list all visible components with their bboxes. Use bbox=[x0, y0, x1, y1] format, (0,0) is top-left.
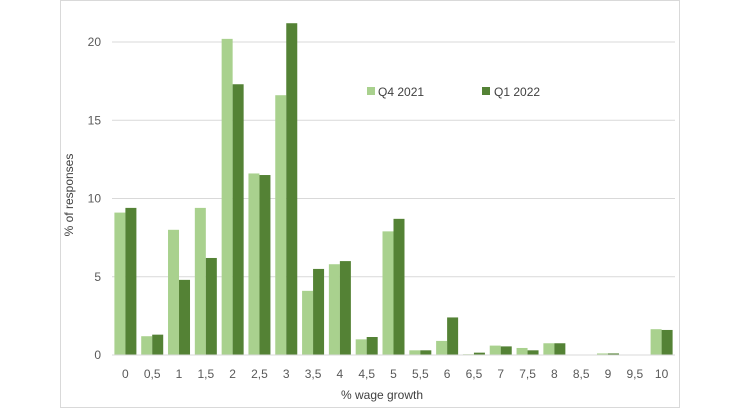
x-tick-label: 0 bbox=[122, 367, 129, 381]
y-tick-label: 10 bbox=[88, 192, 102, 206]
bar-q1-2022 bbox=[179, 279, 191, 355]
bar-q1-2022 bbox=[339, 261, 351, 355]
x-tick-label: 4,5 bbox=[358, 367, 375, 381]
x-tick-label: 2,5 bbox=[251, 367, 268, 381]
bar-q4-2021 bbox=[194, 207, 206, 355]
bar-q1-2022 bbox=[205, 257, 217, 355]
x-tick-label: 5 bbox=[390, 367, 397, 381]
x-tick-label: 1 bbox=[176, 367, 183, 381]
bar-q4-2021 bbox=[382, 231, 394, 356]
bar-q1-2022 bbox=[554, 343, 566, 355]
bar-q1-2022 bbox=[125, 207, 137, 355]
bar-q4-2021 bbox=[650, 329, 662, 355]
bar-q4-2021 bbox=[436, 340, 448, 356]
x-tick-label: 3 bbox=[283, 367, 290, 381]
legend-label-q1-2022: Q1 2022 bbox=[494, 85, 540, 99]
bar-q1-2022 bbox=[366, 337, 378, 355]
bar-q1-2022 bbox=[313, 268, 325, 356]
bar-q4-2021 bbox=[248, 173, 260, 355]
bar-q1-2022 bbox=[393, 218, 405, 355]
y-tick-label: 20 bbox=[88, 35, 102, 49]
legend-label-q4-2021: Q4 2021 bbox=[378, 85, 424, 99]
y-axis-title: % of responses bbox=[62, 154, 76, 237]
bar-q1-2022 bbox=[152, 334, 164, 355]
bar-q1-2022 bbox=[473, 352, 485, 355]
x-tick-label: 1,5 bbox=[197, 367, 214, 381]
bar-q1-2022 bbox=[447, 317, 459, 355]
bar-q4-2021 bbox=[543, 343, 555, 355]
x-tick-label: 4 bbox=[337, 367, 344, 381]
x-tick-label: 10 bbox=[655, 367, 669, 381]
bar-q4-2021 bbox=[141, 336, 153, 355]
bar-q4-2021 bbox=[302, 290, 314, 355]
bar-q4-2021 bbox=[516, 347, 528, 355]
bar-q1-2022 bbox=[527, 350, 539, 356]
x-tick-label: 8 bbox=[551, 367, 558, 381]
bar-q4-2021 bbox=[596, 353, 608, 356]
bar-q1-2022 bbox=[420, 350, 432, 356]
y-tick-label: 5 bbox=[94, 270, 101, 284]
bar-q1-2022 bbox=[232, 84, 244, 355]
bar-q4-2021 bbox=[168, 229, 180, 355]
y-tick-label: 15 bbox=[88, 113, 102, 127]
bar-q4-2021 bbox=[355, 339, 367, 355]
bar-q4-2021 bbox=[409, 350, 421, 356]
x-tick-label: 3,5 bbox=[305, 367, 322, 381]
x-tick-label: 6 bbox=[444, 367, 451, 381]
bar-q4-2021 bbox=[275, 95, 287, 356]
bar-q1-2022 bbox=[661, 329, 673, 355]
bar-q1-2022 bbox=[607, 353, 619, 356]
x-tick-label: 7,5 bbox=[519, 367, 536, 381]
x-tick-label: 6,5 bbox=[466, 367, 483, 381]
bar-q4-2021 bbox=[489, 345, 501, 355]
x-tick-label: 9 bbox=[605, 367, 612, 381]
x-axis-title: % wage growth bbox=[341, 388, 423, 402]
bar-q4-2021 bbox=[114, 212, 126, 355]
bar-q1-2022 bbox=[259, 175, 271, 355]
legend-swatch-q4-2021 bbox=[367, 87, 375, 95]
bar-q1-2022 bbox=[500, 346, 512, 355]
bar-q4-2021 bbox=[221, 38, 233, 356]
x-tick-label: 2 bbox=[229, 367, 236, 381]
x-tick-label: 8,5 bbox=[573, 367, 590, 381]
x-tick-label: 7 bbox=[497, 367, 504, 381]
x-tick-label: 0,5 bbox=[144, 367, 161, 381]
x-tick-label: 9,5 bbox=[626, 367, 643, 381]
x-tick-label: 5,5 bbox=[412, 367, 429, 381]
legend: Q4 2021 Q1 2022 bbox=[367, 85, 540, 99]
y-tick-label: 0 bbox=[94, 348, 101, 362]
bar-q1-2022 bbox=[286, 23, 298, 355]
legend-swatch-q1-2022 bbox=[482, 87, 490, 95]
bar-q4-2021 bbox=[328, 264, 340, 355]
